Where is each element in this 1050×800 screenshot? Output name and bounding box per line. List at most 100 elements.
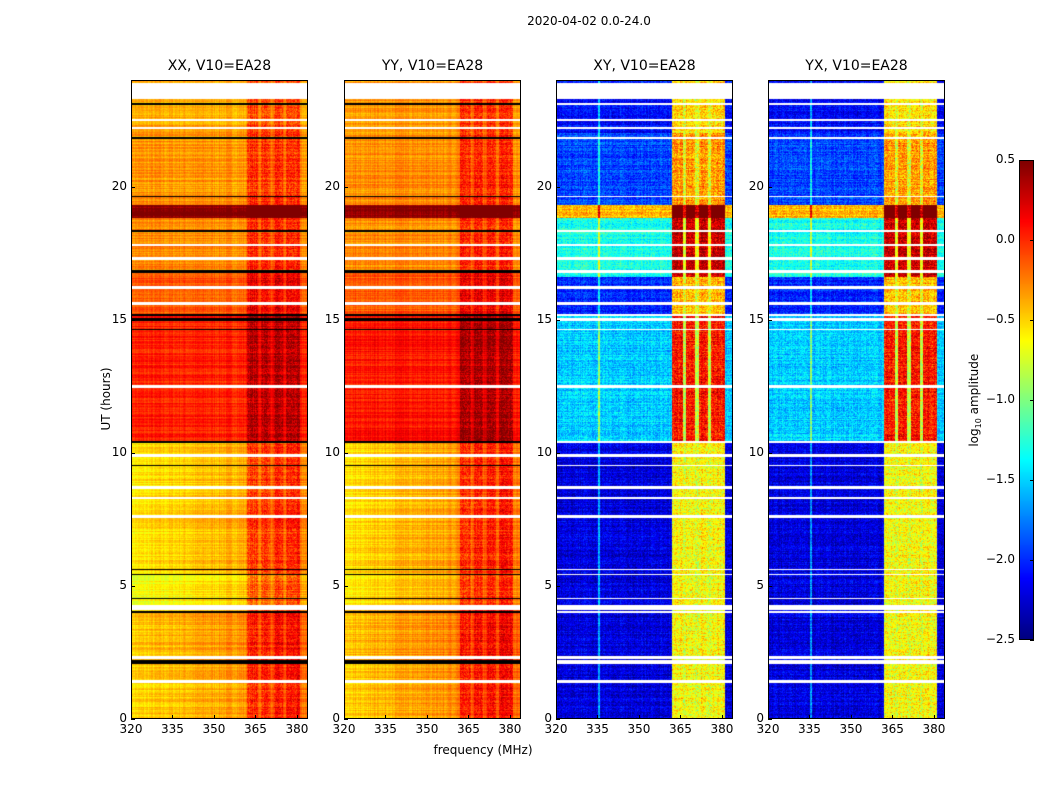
colorbar-tick-label: 0.5 (995, 152, 1015, 166)
x-tick-mark (638, 715, 640, 719)
y-tick-mark (768, 452, 772, 454)
panel-2: XY, V10=EA28 320 335 350 365 380 0 5 10 15 20 (537, 58, 734, 736)
x-tick-mark (344, 715, 345, 719)
y-tick-label: 5 (332, 577, 340, 592)
colorbar-tick-mark (1030, 640, 1034, 641)
x-tick-mark (172, 715, 174, 719)
y-tick-mark (768, 719, 772, 720)
colorbar-tick-mark (1030, 240, 1034, 241)
heatmap-image (768, 80, 945, 719)
y-tick-label: 15 (536, 311, 552, 326)
y-tick-mark (131, 319, 135, 321)
x-tick-mark (933, 715, 935, 719)
colorbar-tick-mark (1030, 400, 1034, 401)
x-tick-mark (426, 715, 428, 719)
panel-0: XX, V10=EA28 320 335 350 365 380 0 5 10 15 20 (112, 58, 309, 736)
y-tick-label: 10 (536, 444, 552, 459)
y-tick-mark (344, 452, 348, 454)
y-tick-label: 5 (119, 577, 127, 592)
x-tick-mark (296, 715, 298, 719)
y-tick-mark (131, 585, 135, 587)
x-tick-label: 365 (244, 722, 267, 736)
y-tick-label: 0 (332, 711, 340, 725)
y-tick-mark (344, 186, 348, 188)
colorbar-tick-mark (1030, 160, 1034, 161)
x-tick-label: 335 (161, 722, 184, 736)
y-tick-label: 5 (544, 577, 552, 592)
x-tick-mark (892, 715, 894, 719)
x-tick-label: 350 (627, 722, 651, 736)
y-tick-mark (131, 186, 135, 188)
x-tick-label: 335 (798, 722, 821, 736)
panel-title: XY, V10=EA28 (593, 58, 696, 74)
y-tick-label: 10 (324, 444, 340, 459)
y-tick-mark (768, 319, 772, 321)
panel-title: YX, V10=EA28 (805, 58, 908, 74)
x-tick-label: 380 (285, 722, 309, 736)
figure-title: 2020-04-02 0.0-24.0 (527, 14, 651, 28)
y-tick-mark (344, 585, 348, 587)
colorbar-tick-label: 0.0 (995, 232, 1015, 246)
x-tick-mark (468, 715, 470, 719)
y-tick-label: 20 (748, 178, 764, 193)
panel-title: YY, V10=EA28 (381, 58, 484, 74)
colorbar-tick-label: −2.5 (985, 632, 1015, 646)
x-tick-label: 320 (544, 722, 568, 736)
heatmap-image (344, 80, 521, 719)
x-tick-label: 350 (839, 722, 863, 736)
y-axis-label: UT (hours) (99, 367, 113, 431)
x-tick-mark (809, 715, 811, 719)
colorbar-gradient (1020, 161, 1033, 639)
x-tick-mark (556, 715, 557, 719)
heatmap-image (556, 80, 733, 719)
x-tick-mark (131, 715, 132, 719)
x-tick-label: 350 (202, 722, 226, 736)
colorbar-tick-mark (1030, 480, 1034, 481)
y-tick-label: 5 (756, 577, 764, 592)
x-tick-mark (597, 715, 599, 719)
x-tick-mark (255, 715, 257, 719)
y-tick-mark (556, 719, 560, 720)
x-tick-mark (385, 715, 387, 719)
x-tick-label: 335 (586, 722, 609, 736)
panel-1: YY, V10=EA28 320 335 350 365 380 0 5 10 15 20 (325, 58, 522, 736)
y-tick-label: 20 (536, 178, 552, 193)
y-tick-mark (556, 452, 560, 454)
x-tick-mark (850, 715, 852, 719)
colorbar-tick-label: −1.0 (985, 392, 1015, 406)
x-tick-label: 365 (669, 722, 692, 736)
x-tick-label: 320 (756, 722, 780, 736)
colorbar-tick-mark (1030, 560, 1034, 561)
y-tick-label: 10 (748, 444, 764, 459)
x-tick-label: 320 (332, 722, 356, 736)
y-tick-label: 20 (111, 178, 127, 193)
heatmap-image (131, 80, 308, 719)
x-tick-mark (721, 715, 723, 719)
y-tick-mark (556, 585, 560, 587)
panel-3: YX, V10=EA28 320 335 350 365 380 0 5 10 15 20 (749, 58, 946, 736)
y-tick-label: 10 (111, 444, 127, 459)
y-tick-label: 15 (324, 311, 340, 326)
x-tick-label: 380 (922, 722, 946, 736)
colorbar-tick-label: −2.0 (985, 552, 1015, 566)
panel-title: XX, V10=EA28 (167, 58, 272, 74)
x-tick-label: 365 (881, 722, 904, 736)
x-tick-label: 320 (119, 722, 143, 736)
y-tick-mark (344, 719, 348, 720)
x-tick-label: 365 (457, 722, 480, 736)
y-tick-mark (768, 585, 772, 587)
y-tick-label: 15 (111, 311, 127, 326)
y-tick-mark (768, 186, 772, 188)
x-tick-label: 350 (415, 722, 439, 736)
y-tick-label: 0 (544, 711, 552, 725)
y-tick-mark (131, 719, 135, 720)
y-tick-label: 15 (748, 311, 764, 326)
y-tick-label: 20 (324, 178, 340, 193)
x-tick-mark (768, 715, 769, 719)
x-axis-label: frequency (MHz) (433, 743, 533, 757)
x-tick-label: 335 (374, 722, 397, 736)
colorbar-tick-label: −1.5 (985, 472, 1015, 486)
x-tick-mark (213, 715, 215, 719)
y-tick-mark (556, 186, 560, 188)
